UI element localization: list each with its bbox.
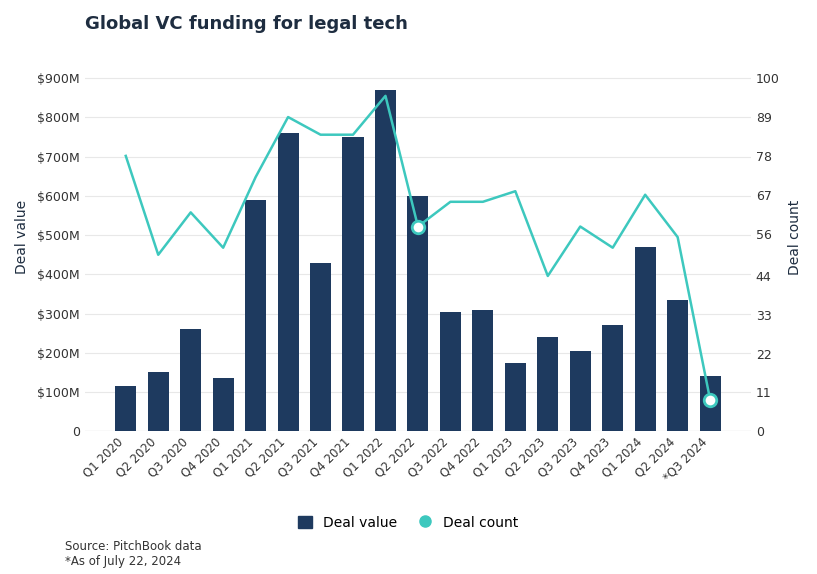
Bar — [602, 325, 623, 431]
Bar — [180, 329, 201, 431]
Bar — [472, 310, 493, 431]
Bar — [278, 133, 299, 431]
Bar — [569, 351, 591, 431]
Y-axis label: Deal count: Deal count — [788, 200, 802, 275]
Legend: Deal value, Deal count: Deal value, Deal count — [292, 510, 525, 536]
Bar — [310, 263, 331, 431]
Bar — [408, 196, 428, 431]
Bar — [375, 90, 396, 431]
Bar — [212, 378, 234, 431]
Bar — [699, 377, 721, 431]
Y-axis label: Deal value: Deal value — [15, 200, 29, 274]
Text: Source: PitchBook data
*As of July 22, 2024: Source: PitchBook data *As of July 22, 2… — [65, 540, 202, 568]
Bar — [667, 300, 688, 431]
Bar — [342, 137, 364, 431]
Bar — [635, 247, 656, 431]
Text: Global VC funding for legal tech: Global VC funding for legal tech — [85, 15, 408, 33]
Bar — [148, 373, 169, 431]
Bar — [115, 386, 136, 431]
Bar — [245, 200, 266, 431]
Bar — [505, 363, 526, 431]
Bar — [440, 312, 461, 431]
Bar — [538, 337, 558, 431]
